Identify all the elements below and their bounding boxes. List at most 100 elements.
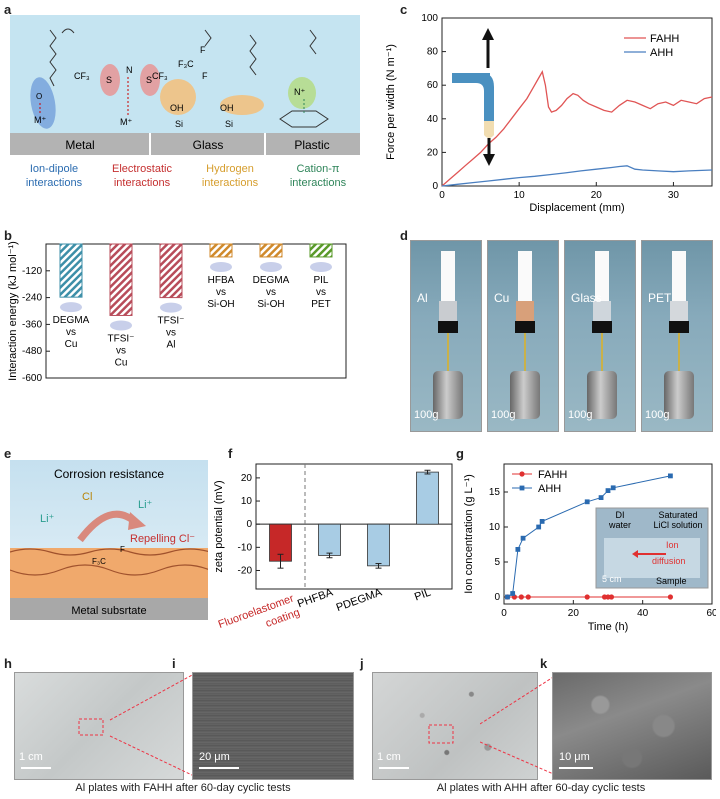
svg-text:Si: Si: [225, 119, 233, 129]
y-tick-label: 5: [494, 557, 500, 568]
svg-text:OH: OH: [220, 103, 234, 113]
series-line-fahh: [441, 70, 713, 187]
x-tick-label: 20: [591, 190, 603, 201]
panel-label-d: d: [400, 228, 408, 243]
bar-label: vs: [216, 287, 226, 298]
photo-k-sem-ahh: 10 μm: [552, 672, 712, 780]
y-tick-label: -360: [22, 319, 42, 330]
svg-text:S: S: [106, 75, 112, 85]
molecule-icon: [310, 261, 332, 272]
photo-d-label: Cu: [494, 291, 510, 305]
bar-2: [367, 523, 390, 567]
caption-fahh: Al plates with FAHH after 60-day cyclic …: [75, 782, 291, 794]
point-ahh: [598, 495, 604, 500]
bar-2: [159, 243, 183, 299]
svg-text:N: N: [126, 65, 133, 75]
cl-label: Cl: [82, 491, 92, 503]
y-axis-label: zeta potential (mV): [213, 480, 225, 572]
point-fahh: [667, 594, 673, 600]
chart-f-zeta-potential: 20 10 0 -10 -20 zeta potential (mV) PHFBA PDEGM…: [213, 463, 453, 631]
y-tick-label: -240: [22, 293, 42, 304]
svg-text:F: F: [200, 45, 206, 55]
x-tick-label: 0: [501, 608, 507, 619]
molecule-icon: [160, 302, 182, 313]
svg-text:N⁺: N⁺: [294, 87, 305, 97]
inset-diffusion: diffusion: [652, 556, 685, 566]
inset-licl: LiCl solution: [653, 520, 702, 530]
bar-label: Cu: [115, 357, 128, 368]
interaction-electrostatic: Electrostatic: [112, 163, 172, 175]
x-axis-label: Displacement (mm): [529, 202, 624, 214]
hydrogen-highlight: [160, 79, 196, 115]
bar-1: [318, 523, 341, 556]
inset-scale: 5 cm: [602, 574, 622, 584]
y-axis-label: Force per width (N m⁻¹): [385, 44, 397, 160]
photo-d-al: Al 100g: [410, 240, 482, 432]
y-tick-label: -10: [238, 542, 253, 553]
panel-label-a: a: [4, 2, 12, 17]
bar-label: vs: [266, 287, 276, 298]
chart-g-frame: [503, 463, 713, 605]
panel-d-photos: Al 100g Cu 100g Glass 100g PET 100g: [410, 240, 716, 432]
bar-label: HFBA: [208, 275, 235, 286]
point-ahh: [505, 594, 510, 600]
chart-b-frame: [45, 243, 347, 379]
y-tick-label: 10: [489, 522, 501, 533]
bar-label: PIL: [313, 275, 328, 286]
panel-label-k: k: [540, 656, 548, 671]
bar-1: [109, 243, 133, 316]
bar-label: DEGMA: [53, 315, 90, 326]
panel-label-h: h: [4, 656, 12, 671]
scale-bar-i: 20 μm: [199, 751, 230, 763]
y-tick-label: 0: [494, 592, 500, 603]
substrate-glass: Glass: [193, 138, 224, 152]
photo-h-al-fahh: 1 cm: [14, 672, 184, 780]
scale-bar-j: 1 cm: [377, 751, 401, 763]
y-tick-label: 20: [427, 147, 439, 158]
bar-5: [309, 243, 333, 258]
series-line-ahh: [441, 165, 713, 187]
panel-label-g: g: [456, 446, 464, 461]
repel-label: Repelling Cl⁻: [130, 533, 195, 545]
interaction-ion-dipole: Ion-dipole: [29, 163, 79, 175]
peel-inset: [452, 28, 495, 166]
panel-label-b: b: [4, 228, 12, 243]
svg-text:CF₃: CF₃: [74, 71, 90, 81]
weight-label: 100g: [491, 409, 516, 421]
electrostatic-highlight-1: [100, 64, 120, 96]
chart-c-peel-force: 0 10 20 30 0 20 40 60 80 100 Displacement (mm) Forc…: [385, 13, 713, 214]
svg-text:O: O: [36, 92, 42, 101]
svg-text:CF₃: CF₃: [152, 71, 168, 81]
category-label: PIL: [413, 587, 433, 604]
cation-pi-highlight: [288, 77, 316, 109]
bar-label: vs: [116, 345, 126, 356]
panel-e-schematic: Corrosion resistance Cl Li⁺ Li⁺ Repellin…: [10, 460, 208, 620]
panel-a-schematic: Metal Glass Plastic O M⁺ CF₃ CF₃ S S N M…: [10, 15, 360, 195]
photo-d-glass: Glass 100g: [564, 240, 636, 432]
panel-label-j: j: [360, 656, 364, 671]
li-label-right: Li⁺: [138, 499, 153, 511]
point-ahh: [610, 485, 616, 491]
svg-text:M⁺: M⁺: [34, 115, 46, 125]
x-tick-label: 30: [668, 190, 680, 201]
substrate-plastic: Plastic: [294, 138, 329, 152]
bar-label: Si-OH: [207, 299, 234, 310]
bar-label: vs: [316, 287, 326, 298]
legend-label-fahh: FAHH: [650, 33, 679, 45]
bar-label: vs: [66, 327, 76, 338]
corrosion-title: Corrosion resistance: [54, 467, 164, 481]
y-tick-label: 10: [241, 496, 253, 507]
point-ahh: [515, 547, 521, 552]
bar-label: Cu: [65, 339, 78, 350]
svg-text:S: S: [146, 75, 152, 85]
y-tick-label: 40: [427, 114, 439, 125]
caption-ahh: Al plates with AHH after 60-day cyclic t…: [436, 782, 646, 794]
bar-3: [209, 243, 233, 258]
y-tick-label: 0: [246, 519, 252, 530]
panel-label-e: e: [4, 446, 12, 461]
interaction-cation-pi: Cation-π: [296, 163, 340, 175]
photo-d-pet: PET 100g: [641, 240, 713, 432]
point-fahh: [608, 594, 615, 600]
